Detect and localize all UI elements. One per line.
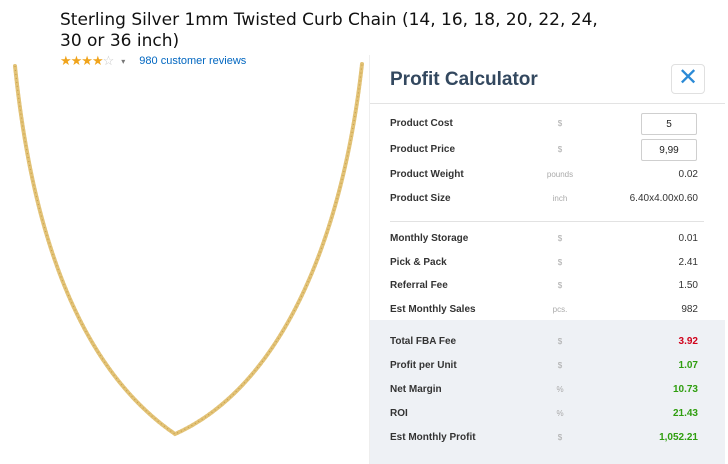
divider <box>390 221 704 222</box>
row-label: Referral Fee <box>390 280 448 291</box>
row-monthly-storage: Monthly Storage $ 0.01 <box>370 227 725 251</box>
row-roi: ROI % 21.43 <box>370 402 725 426</box>
row-net-margin: Net Margin % 10.73 <box>370 378 725 402</box>
product-cost-input[interactable]: 5 <box>641 113 697 135</box>
est-monthly-sales-value: 982 <box>681 304 698 315</box>
row-label: Product Weight <box>390 169 464 180</box>
row-unit: $ <box>557 281 563 290</box>
row-label: Monthly Storage <box>390 233 469 244</box>
net-margin-value: 10.73 <box>672 384 698 395</box>
panel-title: Profit Calculator <box>390 69 538 90</box>
product-image <box>13 62 364 437</box>
row-unit: % <box>556 385 564 394</box>
product-price-input[interactable]: 9,99 <box>641 139 697 161</box>
row-label: Product Size <box>390 193 451 204</box>
profit-per-unit-value: 1.07 <box>678 360 698 371</box>
panel-header: Profit Calculator ✕ <box>370 55 725 104</box>
customer-reviews-link[interactable]: 980 customer reviews <box>139 55 247 67</box>
row-total-fba-fee: Total FBA Fee $ 3.92 <box>370 330 725 354</box>
profit-calculator-panel: Profit Calculator ✕ Product Cost $ 5 Pro… <box>369 55 725 464</box>
total-fba-fee-value: 3.92 <box>678 336 698 347</box>
row-label: Est Monthly Profit <box>390 432 476 443</box>
product-weight-value: 0.02 <box>678 169 698 180</box>
row-label: ROI <box>390 408 408 419</box>
close-icon[interactable]: ✕ <box>671 64 705 94</box>
product-title: Sterling Silver 1mm Twisted Curb Chain (… <box>60 10 598 51</box>
rating-row: ★★★★☆ ▾ 980 customer reviews <box>60 53 246 69</box>
roi-value: 21.43 <box>672 408 698 419</box>
row-est-monthly-profit: Est Monthly Profit $ 1,052.21 <box>370 426 725 450</box>
row-unit: $ <box>557 145 563 154</box>
row-unit: $ <box>557 234 563 243</box>
row-label: Total FBA Fee <box>390 336 457 347</box>
product-size-value: 6.40x4.00x0.60 <box>629 193 698 204</box>
row-unit: $ <box>557 119 563 128</box>
row-unit: $ <box>557 361 563 370</box>
row-unit: inch <box>552 194 568 203</box>
row-product-price: Product Price $ 9,99 <box>370 138 725 162</box>
row-unit: pcs. <box>552 305 568 314</box>
row-referral-fee: Referral Fee $ 1.50 <box>370 274 725 298</box>
row-label: Profit per Unit <box>390 360 457 371</box>
row-label: Net Margin <box>390 384 442 395</box>
row-product-weight: Product Weight pounds 0.02 <box>370 163 725 187</box>
row-unit: $ <box>557 433 563 442</box>
row-pick-pack: Pick & Pack $ 2.41 <box>370 251 725 275</box>
row-label: Product Cost <box>390 118 453 129</box>
row-label: Product Price <box>390 144 456 155</box>
row-product-cost: Product Cost $ 5 <box>370 112 725 136</box>
row-est-monthly-sales: Est Monthly Sales pcs. 982 <box>370 298 725 322</box>
row-unit: $ <box>557 337 563 346</box>
chevron-down-icon[interactable]: ▾ <box>121 56 126 66</box>
pick-pack-value: 2.41 <box>678 257 698 268</box>
row-profit-per-unit: Profit per Unit $ 1.07 <box>370 354 725 378</box>
row-product-size: Product Size inch 6.40x4.00x0.60 <box>370 187 725 211</box>
star-rating-icon[interactable]: ★★★★☆ <box>60 53 114 68</box>
est-monthly-profit-value: 1,052.21 <box>659 432 698 443</box>
monthly-storage-value: 0.01 <box>678 233 698 244</box>
row-unit: $ <box>557 258 563 267</box>
summary-section: Total FBA Fee $ 3.92 Profit per Unit $ 1… <box>370 320 725 464</box>
row-unit: pounds <box>546 170 574 179</box>
row-label: Est Monthly Sales <box>390 304 476 315</box>
row-unit: % <box>556 409 564 418</box>
row-label: Pick & Pack <box>390 257 447 268</box>
referral-fee-value: 1.50 <box>678 280 698 291</box>
